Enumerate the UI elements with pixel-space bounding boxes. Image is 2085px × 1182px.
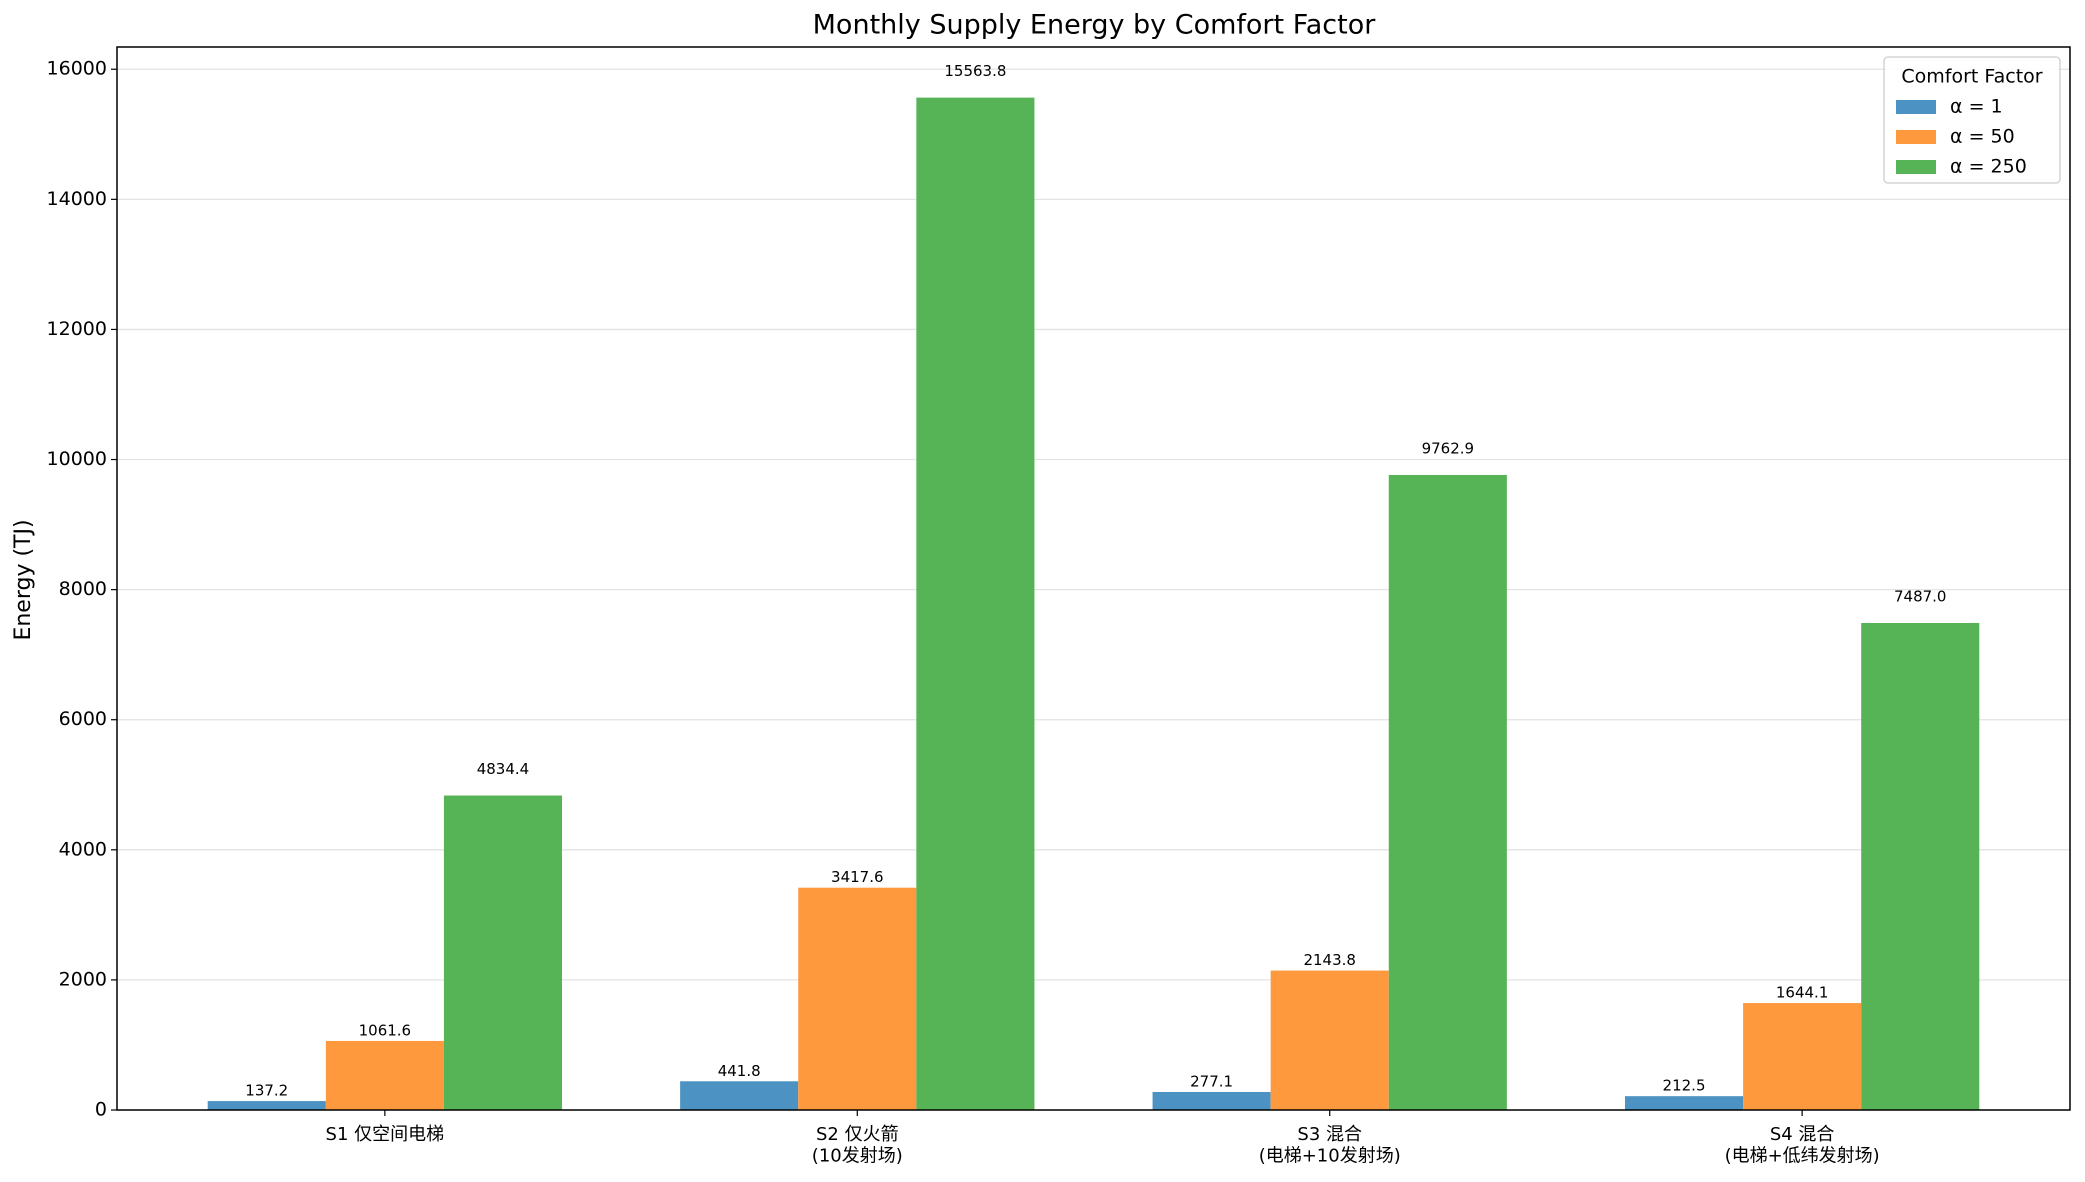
value-label: 137.2 — [245, 1082, 288, 1100]
value-label: 277.1 — [1190, 1072, 1233, 1090]
y-tick-label: 6000 — [59, 708, 107, 730]
legend-box — [1883, 56, 2061, 184]
chart-title: Monthly Supply Energy by Comfort Factor — [813, 10, 1377, 41]
value-label: 1061.6 — [359, 1021, 412, 1039]
value-label: 15563.8 — [944, 62, 1006, 80]
x-tick-label: S1 仅空间电梯 — [326, 1124, 445, 1145]
y-tick-label: 0 — [95, 1099, 107, 1121]
x-tick-label: S2 仅火箭(10发射场) — [812, 1124, 903, 1167]
bar — [443, 795, 563, 1110]
bar — [325, 1040, 444, 1110]
bar — [1152, 1091, 1271, 1110]
bar — [1624, 1096, 1744, 1110]
bar — [1388, 474, 1507, 1110]
legend-label: α = 50 — [1950, 126, 2015, 148]
bar — [1270, 970, 1389, 1110]
y-tick-label: 12000 — [47, 318, 107, 340]
legend-label: α = 250 — [1950, 156, 2027, 178]
value-label: 2143.8 — [1303, 951, 1356, 969]
bar — [1861, 622, 1980, 1110]
value-label: 7487.0 — [1894, 587, 1947, 605]
legend-swatch — [1896, 130, 1936, 144]
bar — [916, 97, 1035, 1110]
y-tick-label: 10000 — [47, 448, 107, 470]
value-label: 3417.6 — [831, 868, 884, 886]
value-label: 441.8 — [718, 1062, 761, 1080]
bar — [798, 887, 917, 1110]
bar — [207, 1101, 326, 1110]
plot-frame — [116, 46, 2071, 1111]
y-axis-label: Energy (TJ) — [11, 519, 36, 640]
bar — [680, 1081, 799, 1110]
value-label: 1644.1 — [1776, 984, 1829, 1002]
legend-label: α = 1 — [1950, 96, 2003, 118]
x-tick-label: S4 混合(电梯+低纬发射场) — [1725, 1124, 1880, 1167]
x-tick-label: S3 混合(电梯+10发射场) — [1259, 1124, 1401, 1167]
y-tick-label: 4000 — [59, 838, 107, 860]
legend-swatch — [1896, 160, 1936, 174]
legend-swatch — [1896, 100, 1936, 114]
value-label: 9762.9 — [1422, 439, 1475, 457]
value-label: 212.5 — [1663, 1077, 1706, 1095]
y-tick-label: 16000 — [47, 58, 107, 80]
bar — [1743, 1003, 1862, 1110]
y-tick-label: 14000 — [47, 188, 107, 210]
value-label: 4834.4 — [477, 760, 530, 778]
y-tick-label: 8000 — [59, 578, 107, 600]
legend-title: Comfort Factor — [1901, 66, 2042, 88]
y-tick-label: 2000 — [59, 968, 107, 990]
